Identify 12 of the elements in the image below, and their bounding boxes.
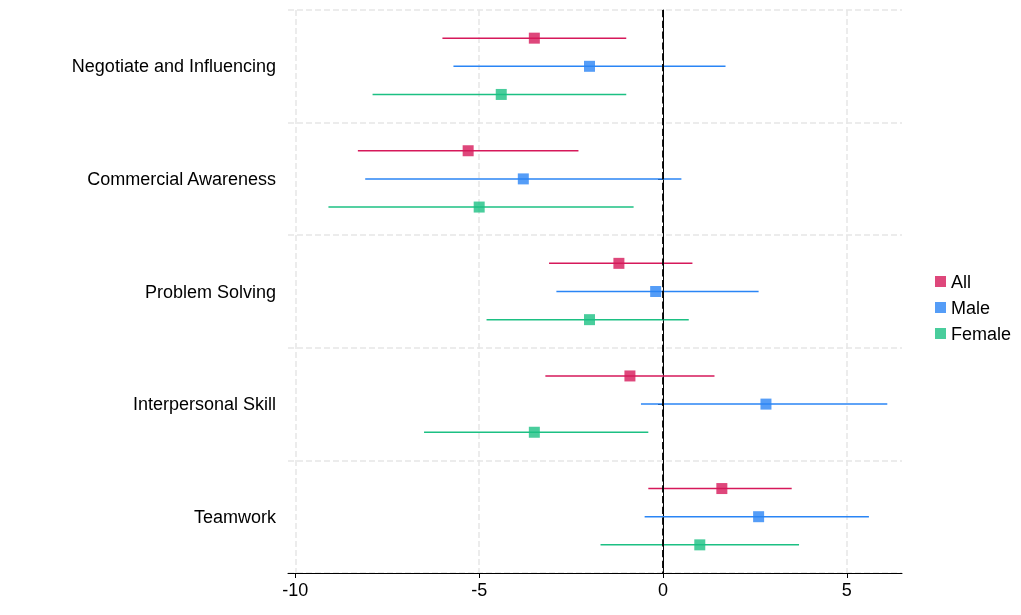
x-tick-label: -5 [471,580,488,600]
legend-label: Female [950,323,1012,344]
y-tick-label: Interpersonal Skill [132,394,276,415]
y-tick-label: Problem Solving [144,281,276,302]
y-tick-label: Teamwork [193,506,277,527]
y-tick-label: Negotiate and Influencing [71,56,276,77]
x-tick-label: -10 [282,580,309,600]
x-tick-label: 0 [658,580,669,600]
x-tick-label: 5 [841,580,852,600]
legend-label: All [950,271,971,292]
legend-label: Male [950,297,990,318]
y-tick-label: Commercial Awareness [87,168,276,189]
